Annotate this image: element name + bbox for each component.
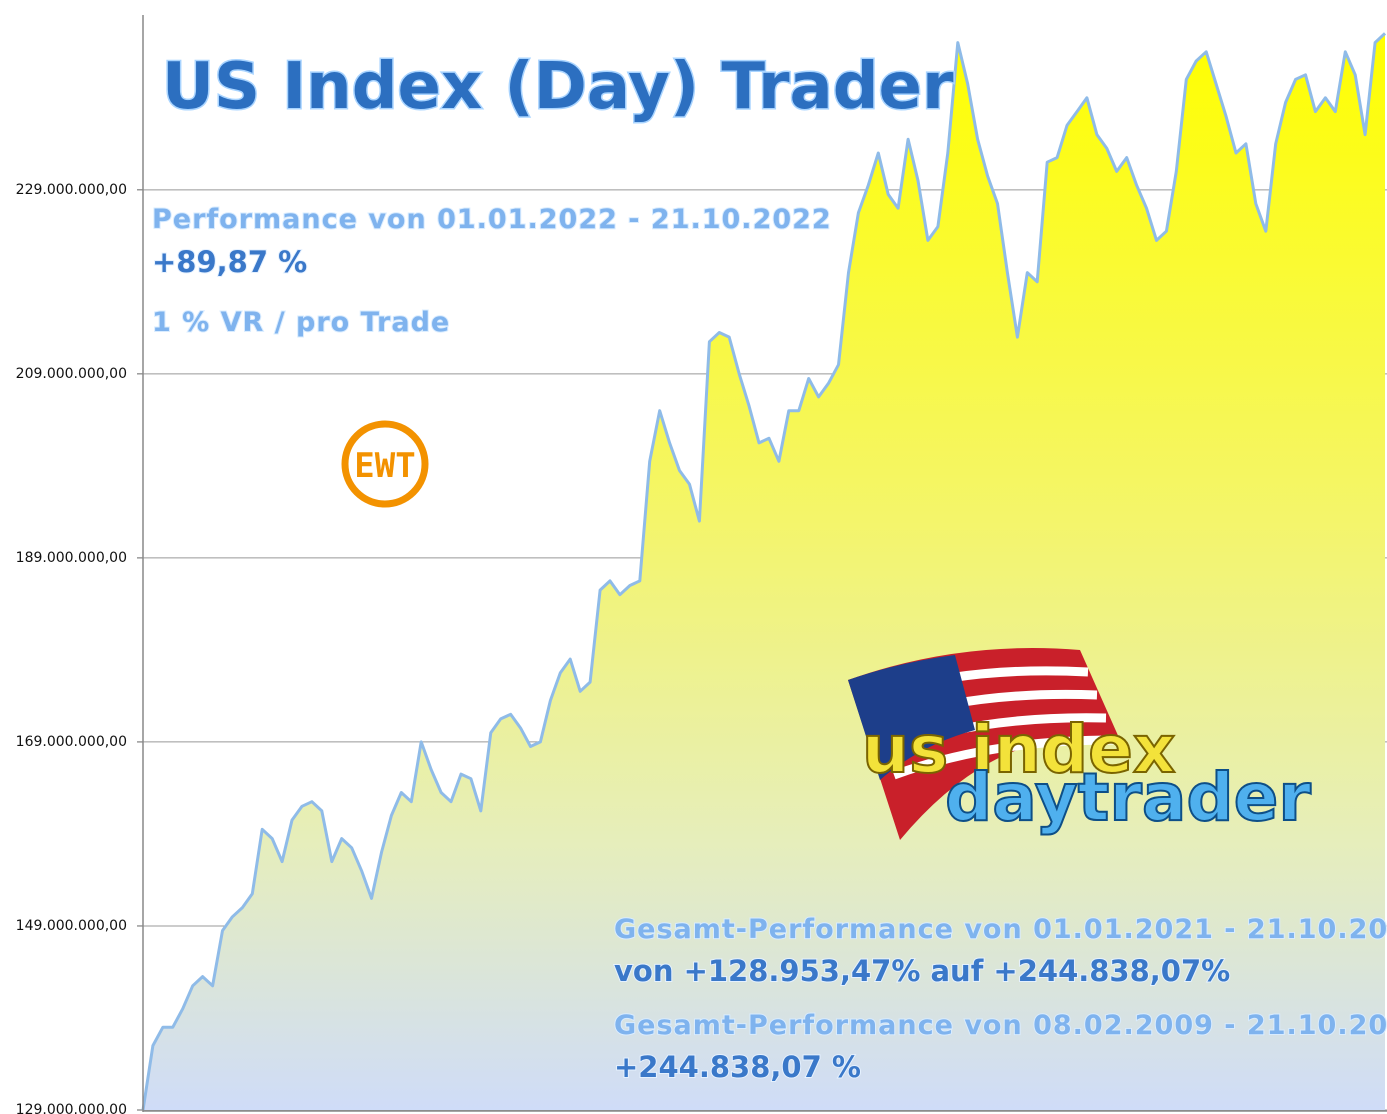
annotation: Gesamt-Performance von 08.02.2009 - 21.1… (614, 1010, 1387, 1041)
y-tick-label: 169.000.000,00 (16, 734, 127, 750)
y-tick-label: 189.000.000,00 (16, 550, 127, 566)
plot (141, 32, 1387, 1111)
annotation: +244.838,07 % (614, 1050, 861, 1084)
line (141, 32, 1387, 1111)
ewt-logo: EWT (341, 420, 429, 508)
y-tick-label: 229.000.000,00 (16, 182, 127, 198)
us-flag-logo: us index daytrader (848, 648, 1312, 840)
logo-text: EWT (354, 446, 415, 486)
annotation: von +128.953,47% auf +244.838,07% (614, 954, 1230, 988)
y-tick-label: 209.000.000,00 (16, 366, 127, 382)
annotation: 1 % VR / pro Trade (152, 307, 450, 338)
y-tick-label: 149.000.000,00 (16, 918, 127, 934)
annotation: Performance von 01.01.2022 - 21.10.2022 (152, 204, 832, 235)
annotation: Gesamt-Performance von 01.01.2021 - 21.1… (614, 914, 1387, 945)
logo-text: us index (862, 711, 1175, 788)
area (143, 33, 1385, 1110)
annotation: +89,87 % (152, 245, 307, 279)
y-tick-label: 129.000.000,00 (16, 1102, 127, 1114)
chart-title: US Index (Day) Trader (162, 50, 954, 124)
logo-text: daytrader (945, 759, 1311, 836)
